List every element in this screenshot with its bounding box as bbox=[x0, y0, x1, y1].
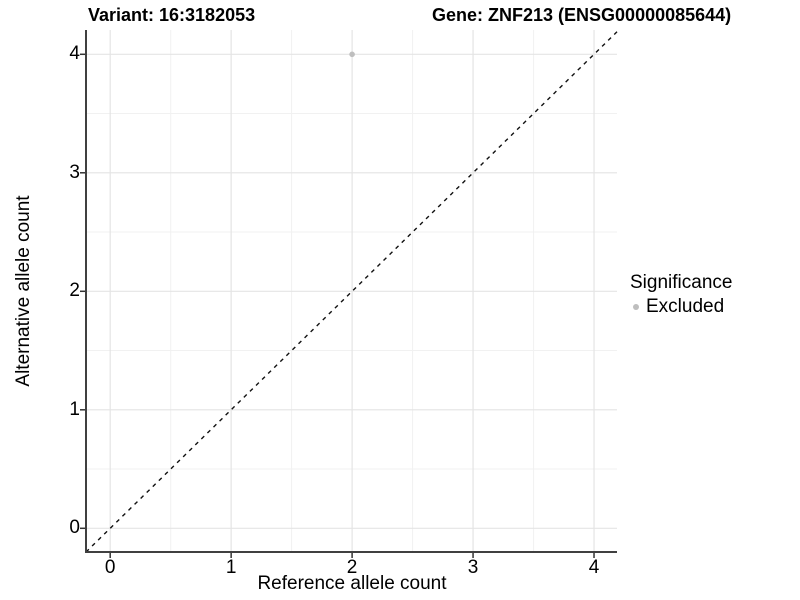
x-axis-title: Reference allele count bbox=[257, 573, 447, 594]
y-tick-label: 0 bbox=[69, 517, 80, 539]
legend: Significance Excluded bbox=[630, 272, 732, 318]
legend-title: Significance bbox=[630, 272, 733, 293]
plot-title-gene: Gene: ZNF213 (ENSG00000085644) bbox=[432, 5, 732, 25]
y-tick-label: 4 bbox=[69, 43, 80, 65]
legend-entry-label: Excluded bbox=[646, 296, 725, 317]
plot-title-variant: Variant: 16:3182053 bbox=[88, 5, 256, 25]
x-tick-label: 3 bbox=[467, 557, 479, 578]
y-axis-title: Alternative allele count bbox=[13, 195, 34, 387]
y-tick-label: 1 bbox=[69, 398, 80, 420]
legend-entry-excluded: Excluded bbox=[630, 296, 732, 318]
data-point bbox=[349, 51, 355, 58]
x-tick-label: 0 bbox=[104, 557, 116, 578]
x-tick-label: 2 bbox=[346, 557, 358, 578]
x-tick-label: 4 bbox=[588, 557, 600, 578]
legend-point-icon bbox=[633, 304, 639, 310]
y-tick-label: 2 bbox=[69, 280, 80, 302]
y-tick-label: 3 bbox=[69, 161, 80, 183]
x-tick-label: 1 bbox=[225, 557, 237, 578]
